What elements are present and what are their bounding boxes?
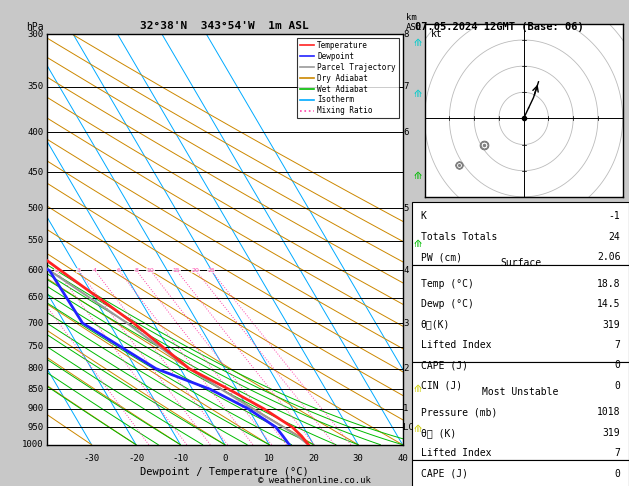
Text: 750: 750 (28, 342, 43, 351)
Text: Lifted Index: Lifted Index (421, 448, 491, 458)
Text: Temp (°C): Temp (°C) (421, 279, 474, 289)
Text: 319: 319 (603, 428, 620, 438)
Text: 319: 319 (603, 320, 620, 330)
Text: 700: 700 (28, 318, 43, 328)
Text: 2.06: 2.06 (597, 252, 620, 262)
FancyBboxPatch shape (412, 363, 629, 460)
Text: 6: 6 (403, 128, 409, 137)
Text: Pressure (mb): Pressure (mb) (421, 407, 497, 417)
Text: km
ASL: km ASL (406, 13, 422, 32)
Text: 10: 10 (147, 268, 154, 273)
Text: ⟰: ⟰ (414, 384, 422, 394)
FancyBboxPatch shape (412, 460, 629, 486)
Text: Lifted Index: Lifted Index (421, 340, 491, 350)
Text: -1: -1 (609, 211, 620, 222)
Text: θᴄ (K): θᴄ (K) (421, 428, 456, 438)
Text: 18.8: 18.8 (597, 279, 620, 289)
Text: 14.5: 14.5 (597, 299, 620, 309)
Text: 650: 650 (28, 293, 43, 302)
Text: 20: 20 (308, 454, 319, 463)
Legend: Temperature, Dewpoint, Parcel Trajectory, Dry Adiabat, Wet Adiabat, Isotherm, Mi: Temperature, Dewpoint, Parcel Trajectory… (297, 38, 399, 119)
FancyBboxPatch shape (412, 264, 629, 363)
Text: ⟰: ⟰ (414, 89, 422, 99)
Text: ⟰: ⟰ (414, 424, 422, 434)
Text: 7: 7 (615, 448, 620, 458)
Text: 0: 0 (615, 469, 620, 479)
Text: Most Unstable: Most Unstable (482, 387, 559, 397)
Text: CIN (J): CIN (J) (421, 381, 462, 391)
Text: 600: 600 (28, 266, 43, 275)
Text: -10: -10 (172, 454, 189, 463)
Text: PW (cm): PW (cm) (421, 252, 462, 262)
Text: Surface: Surface (500, 259, 541, 268)
Text: 7: 7 (403, 82, 409, 91)
Text: ⟰: ⟰ (414, 239, 422, 249)
Text: -20: -20 (128, 454, 144, 463)
Text: 8: 8 (403, 30, 409, 38)
Text: 30: 30 (353, 454, 364, 463)
Text: 8: 8 (135, 268, 138, 273)
Text: 10: 10 (264, 454, 275, 463)
Text: 32°38'N  343°54'W  1m ASL: 32°38'N 343°54'W 1m ASL (140, 21, 309, 31)
Text: LCL: LCL (403, 423, 420, 432)
Text: θᴄ(K): θᴄ(K) (421, 320, 450, 330)
Text: 950: 950 (28, 423, 43, 432)
Text: kt: kt (430, 30, 442, 39)
Text: Totals Totals: Totals Totals (421, 232, 497, 242)
Text: K: K (421, 211, 426, 222)
Text: 20: 20 (192, 268, 200, 273)
Text: 400: 400 (28, 128, 43, 137)
Text: 1000: 1000 (22, 440, 43, 449)
Text: Mixing Ratio (g/kg): Mixing Ratio (g/kg) (418, 209, 426, 311)
Text: 24: 24 (609, 232, 620, 242)
Text: 3: 3 (403, 318, 409, 328)
Text: 3: 3 (77, 268, 81, 273)
Text: 350: 350 (28, 82, 43, 91)
Text: 2: 2 (54, 268, 58, 273)
Text: 1: 1 (403, 404, 409, 413)
Text: 2: 2 (403, 364, 409, 373)
Text: 15: 15 (173, 268, 181, 273)
Text: CAPE (J): CAPE (J) (421, 361, 468, 370)
Text: 900: 900 (28, 404, 43, 413)
Text: ⟰: ⟰ (414, 38, 422, 48)
Text: ⟰: ⟰ (414, 171, 422, 181)
Text: 6: 6 (117, 268, 121, 273)
Text: 500: 500 (28, 204, 43, 213)
Text: 850: 850 (28, 385, 43, 394)
Text: 0: 0 (615, 361, 620, 370)
Text: 25: 25 (207, 268, 215, 273)
Text: © weatheronline.co.uk: © weatheronline.co.uk (258, 475, 371, 485)
Text: 550: 550 (28, 236, 43, 245)
Text: -30: -30 (84, 454, 99, 463)
Text: 07.05.2024 12GMT (Base: 06): 07.05.2024 12GMT (Base: 06) (415, 21, 584, 32)
Text: Dewpoint / Temperature (°C): Dewpoint / Temperature (°C) (140, 467, 309, 477)
Text: 40: 40 (397, 454, 408, 463)
Text: hPa: hPa (26, 21, 44, 32)
Text: 800: 800 (28, 364, 43, 373)
Text: 4: 4 (93, 268, 97, 273)
Text: 4: 4 (403, 266, 409, 275)
Text: 0: 0 (222, 454, 228, 463)
Text: 450: 450 (28, 168, 43, 177)
Text: CAPE (J): CAPE (J) (421, 469, 468, 479)
Text: 0: 0 (615, 381, 620, 391)
Text: 1018: 1018 (597, 407, 620, 417)
FancyBboxPatch shape (412, 202, 629, 264)
Text: 7: 7 (615, 340, 620, 350)
Text: 5: 5 (403, 204, 409, 213)
Text: Dewp (°C): Dewp (°C) (421, 299, 474, 309)
Text: 300: 300 (28, 30, 43, 38)
